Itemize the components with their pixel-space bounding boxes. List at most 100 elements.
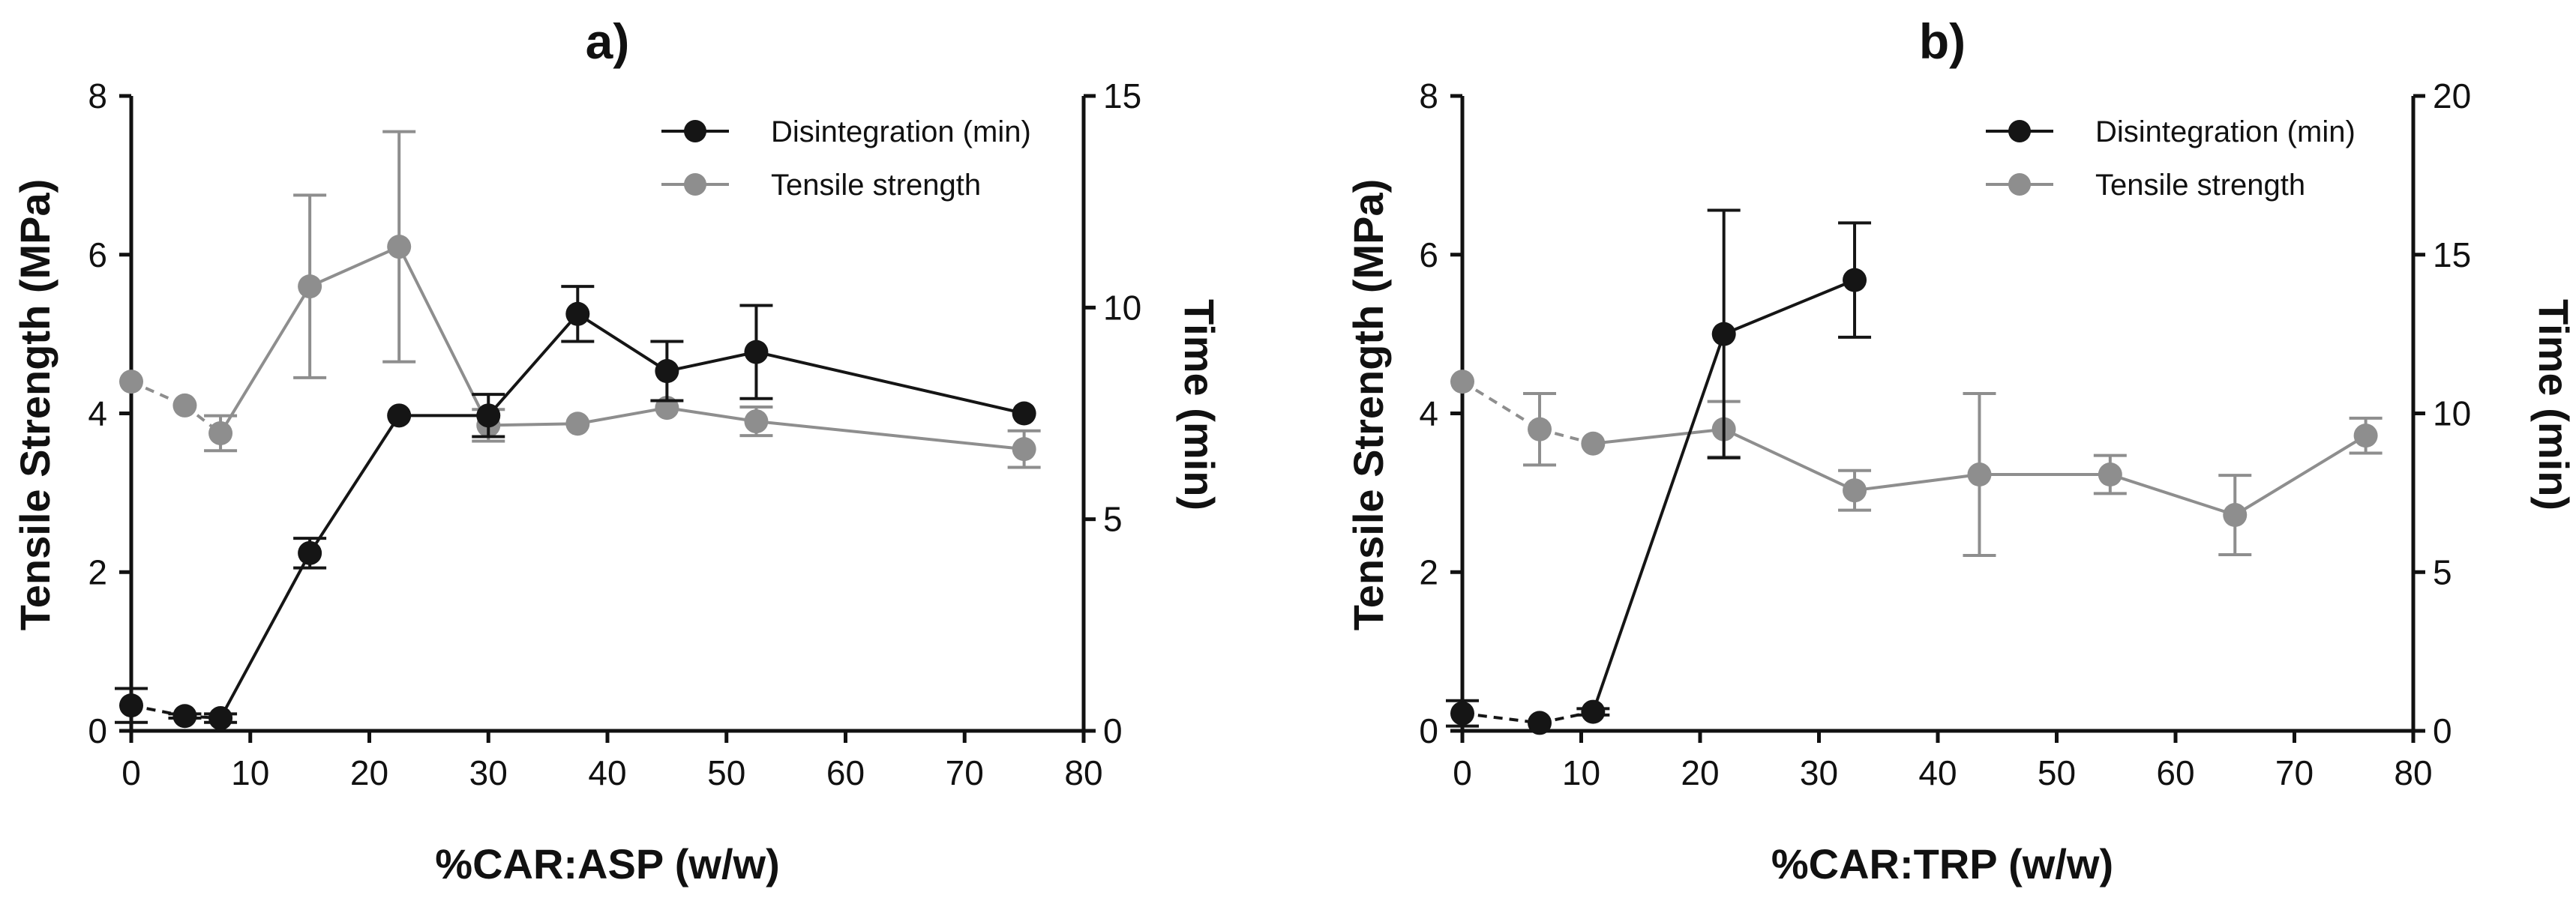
data-point [119, 370, 143, 394]
legend-label-disintegration: Disintegration (min) [771, 115, 1031, 148]
data-point [565, 301, 590, 326]
series-segment [397, 246, 490, 427]
data-point [744, 340, 769, 364]
series-segment [309, 245, 400, 288]
data-point [387, 235, 412, 259]
data-point [208, 421, 233, 445]
legend-marker-disintegration [2008, 120, 2031, 142]
x-axis-label: %CAR:TRP (w/w) [1771, 840, 2113, 888]
data-point [744, 409, 769, 434]
y2-tick-label: 5 [2433, 552, 2452, 591]
series-segment [1591, 333, 1726, 713]
legend-marker-tensile [2008, 173, 2031, 196]
x-axis-label: %CAR:ASP (w/w) [435, 840, 779, 888]
y-tick-label: 2 [88, 552, 107, 591]
legend-marker-disintegration [684, 120, 706, 142]
data-point [2098, 462, 2122, 487]
x-tick-label: 40 [588, 753, 626, 792]
data-point [1450, 370, 1474, 394]
series-tensile [1450, 370, 2383, 558]
panel-title: a) [586, 13, 630, 69]
x-tick-label: 0 [121, 753, 141, 792]
series-segment [667, 406, 757, 424]
x-tick-label: 10 [231, 753, 269, 792]
legend-label-disintegration: Disintegration (min) [2095, 115, 2356, 148]
x-tick-label: 50 [2038, 753, 2076, 792]
data-point [172, 393, 197, 418]
data-point [476, 403, 501, 428]
y2-tick-label: 5 [1103, 500, 1123, 539]
x-tick-label: 20 [350, 753, 388, 792]
data-point [1012, 437, 1036, 462]
x-tick-label: 30 [1800, 753, 1838, 792]
data-point [1012, 401, 1036, 426]
series-segment [2234, 434, 2367, 516]
data-point [1528, 417, 1552, 442]
data-point [208, 706, 233, 731]
series-disintegration [115, 285, 1036, 731]
data-point [172, 704, 197, 729]
x-tick-label: 20 [1681, 753, 1719, 792]
series-segment [487, 313, 579, 417]
y2-axis-label: Time (min) [2530, 299, 2576, 510]
series-disintegration [1446, 208, 1872, 735]
x-tick-label: 40 [1918, 753, 1957, 792]
y2-tick-label: 10 [2433, 394, 2471, 433]
series-segment [219, 286, 311, 435]
series-segment [756, 420, 1024, 451]
y-tick-label: 6 [88, 235, 107, 274]
x-tick-label: 50 [707, 753, 745, 792]
legend: Disintegration (min) Tensile strength [661, 115, 1031, 202]
y-tick-label: 4 [1419, 394, 1438, 433]
data-point [1581, 431, 1606, 456]
x-tick-label: 70 [946, 753, 984, 792]
series-segment [2110, 473, 2236, 516]
series-segment [488, 422, 578, 427]
y2-tick-label: 15 [1103, 76, 1141, 115]
y-tick-label: 0 [1419, 711, 1438, 750]
legend-label-tensile: Tensile strength [771, 169, 981, 202]
data-point [1711, 322, 1736, 346]
y-tick-label: 8 [1419, 76, 1438, 115]
series-segment [1462, 711, 1540, 725]
data-point [119, 693, 143, 718]
y-axis-label: Tensile Strength (MPa) [11, 179, 58, 631]
data-point [2353, 424, 2378, 448]
data-point [1967, 462, 1992, 487]
x-tick-label: 0 [1453, 753, 1472, 792]
y2-tick-label: 0 [2433, 711, 2452, 750]
y2-tick-label: 20 [2433, 76, 2471, 115]
x-tick-label: 60 [826, 753, 865, 792]
y2-tick-label: 15 [2433, 235, 2471, 274]
legend-label-tensile: Tensile strength [2095, 169, 2305, 202]
series-segment [1593, 427, 1724, 445]
x-tick-label: 70 [2275, 753, 2314, 792]
y-tick-label: 0 [88, 711, 107, 750]
y-axis-label: Tensile Strength (MPa) [1345, 179, 1392, 631]
data-point [565, 412, 590, 436]
y-tick-label: 8 [88, 76, 107, 115]
series-segment [577, 406, 667, 426]
series-segment [308, 415, 400, 554]
legend: Disintegration (min) Tensile strength [1986, 115, 2356, 202]
y-tick-label: 2 [1419, 552, 1438, 591]
series-segment [1461, 380, 1541, 431]
x-tick-label: 80 [2394, 753, 2432, 792]
data-point [1843, 478, 1867, 503]
data-point [387, 403, 412, 428]
y-tick-label: 4 [88, 394, 107, 433]
data-point [298, 540, 322, 565]
panel-title: b) [1919, 13, 1966, 69]
series [1446, 208, 2383, 735]
x-tick-label: 30 [469, 753, 508, 792]
series-segment [666, 350, 757, 373]
legend-marker-tensile [684, 173, 706, 196]
data-point [1450, 701, 1474, 726]
x-tick-label: 10 [1562, 753, 1600, 792]
series-segment [1854, 473, 1980, 492]
